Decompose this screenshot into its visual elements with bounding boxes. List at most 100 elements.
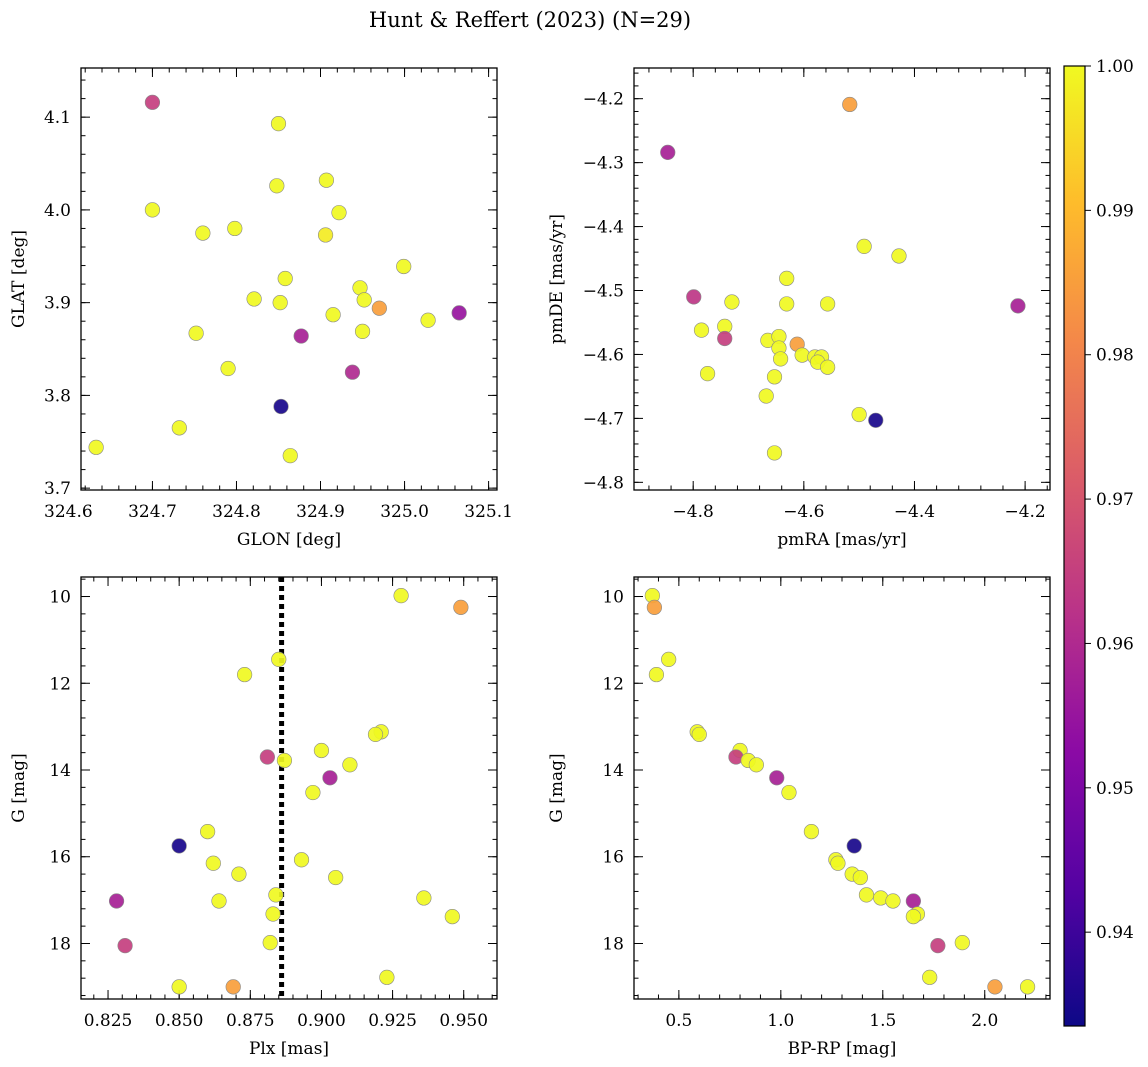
- x-tick-label: 325.1: [464, 502, 513, 522]
- scatter-point: [444, 908, 460, 925]
- plot-frame: [80, 576, 498, 1000]
- scatter-point: [246, 291, 262, 307]
- scatter-point: [272, 295, 288, 311]
- y-tick-label: 10: [602, 588, 624, 608]
- scatter-point: [954, 935, 970, 951]
- scatter-point: [693, 322, 710, 338]
- y-tick-label: 3.7: [44, 479, 71, 499]
- x-axis-label: GLON [deg]: [237, 530, 341, 550]
- y-tick-label: 10: [49, 588, 71, 608]
- scatter-point: [1010, 298, 1026, 314]
- scatter-point: [891, 248, 907, 264]
- scatter-point: [905, 893, 921, 909]
- scatter-point: [646, 599, 662, 615]
- x-tick-label: 2.0: [971, 1011, 998, 1031]
- y-tick-label: 18: [602, 934, 624, 954]
- y-tick-label: −4.6: [583, 345, 624, 365]
- scatter-point: [772, 351, 789, 367]
- scatter-point: [858, 887, 875, 903]
- colorbar-tick-label: 0.96: [1096, 634, 1134, 654]
- panel-pmra-pmde: −4.8 −4.6 −4.4 −4.2 −4.8 −4.7 −4.6 −4.5 −4.4 −4.3…: [547, 67, 1051, 550]
- scatter-point: [803, 823, 820, 840]
- scatter-point: [270, 116, 287, 132]
- ticks: [634, 577, 1050, 999]
- ticks: [81, 577, 497, 999]
- scatter-point: [317, 227, 334, 243]
- scatter-point: [88, 439, 104, 455]
- scatter-point: [779, 296, 795, 312]
- scatter-point: [293, 328, 309, 344]
- scatter-point: [379, 969, 395, 985]
- plot-frame: [80, 67, 498, 491]
- scatter-point: [268, 887, 284, 903]
- scatter-point: [416, 890, 432, 906]
- scatter-point: [313, 742, 330, 759]
- scatter-point: [225, 979, 241, 995]
- colorbar-tick-label: 0.99: [1096, 201, 1134, 221]
- x-axis-label: pmRA [mas/yr]: [777, 530, 906, 550]
- scatter-point: [144, 94, 161, 110]
- scatter-point: [660, 144, 676, 160]
- scatter-point: [661, 651, 677, 668]
- scatter-point: [171, 838, 187, 854]
- scatter-point: [691, 726, 707, 743]
- x-tick-label: 324.6: [44, 502, 93, 522]
- panel-bprp-g: 0.5 1.0 1.5 2.0 10 12 14 16 18 BP-RP [mag] G [mag]: [547, 576, 1051, 1059]
- x-tick-label: 324.7: [128, 502, 177, 522]
- y-tick-label: −4.5: [583, 282, 624, 302]
- scatter-point: [868, 412, 884, 428]
- scatter-point: [211, 893, 227, 909]
- y-axis-label: pmDE [mas/yr]: [547, 214, 567, 344]
- y-tick-label: 16: [602, 848, 624, 868]
- scatter-point: [766, 445, 783, 461]
- scatter-point: [354, 323, 371, 340]
- panels: 324.6 324.7 324.8 324.9 325.0 325.1 3.7 3.8 3.9 4…: [9, 67, 1051, 1059]
- scatter-point: [342, 757, 358, 773]
- ticks: [634, 68, 1050, 490]
- scatter-point: [237, 666, 253, 683]
- colorbar-tick-label: 1.00: [1096, 57, 1134, 77]
- x-tick-label: 324.8: [212, 502, 261, 522]
- x-tick-label: 0.950: [439, 1011, 488, 1031]
- scatter-point: [259, 749, 275, 765]
- panel-glon-glat: 324.6 324.7 324.8 324.9 325.0 325.1 3.7 3.8 3.9 4…: [9, 67, 513, 550]
- scatter-point: [144, 202, 161, 218]
- scatter-points: [660, 96, 1026, 461]
- x-tick-label: −4.8: [673, 502, 714, 522]
- scatter-point: [188, 325, 204, 341]
- colorbar-tick-label: 0.95: [1096, 779, 1134, 799]
- scatter-point: [987, 979, 1003, 995]
- scatter-points: [644, 588, 1036, 995]
- colorbar-tick-label: 0.94: [1096, 923, 1134, 943]
- y-tick-label: 4.0: [44, 201, 71, 221]
- x-tick-label: −4.4: [894, 502, 935, 522]
- scatter-point: [325, 307, 341, 323]
- scatter-point: [276, 752, 293, 769]
- y-tick-label: 16: [49, 848, 71, 868]
- ticks: [81, 68, 497, 490]
- scatter-points: [108, 588, 469, 995]
- scatter-point: [117, 938, 133, 954]
- scatter-point: [769, 770, 785, 786]
- scatter-point: [265, 906, 281, 922]
- scatter-point: [328, 869, 344, 886]
- x-tick-label: 1.5: [869, 1011, 896, 1031]
- y-tick-label: −4.7: [583, 409, 624, 429]
- scatter-point: [356, 292, 372, 308]
- y-tick-label: −4.8: [583, 473, 624, 493]
- x-tick-label: 0.875: [226, 1011, 275, 1031]
- scatter-point: [305, 784, 321, 801]
- scatter-point: [277, 270, 293, 287]
- colorbar: 0.94 0.95 0.96 0.97 0.98 0.99 1.00: [1063, 57, 1134, 1027]
- scatter-point: [273, 398, 289, 415]
- panel-plx-g: 0.825 0.850 0.875 0.900 0.925 0.950 10 12 14 16 18…: [9, 576, 498, 1059]
- scatter-point: [856, 238, 872, 254]
- scatter-point: [717, 330, 733, 347]
- y-axis-label: G [mag]: [9, 753, 29, 822]
- scatter-point: [396, 258, 412, 275]
- x-tick-label: 0.5: [665, 1011, 692, 1031]
- y-tick-label: 3.9: [44, 294, 71, 314]
- scatter-point: [748, 757, 764, 773]
- x-tick-label: 0.825: [84, 1011, 133, 1031]
